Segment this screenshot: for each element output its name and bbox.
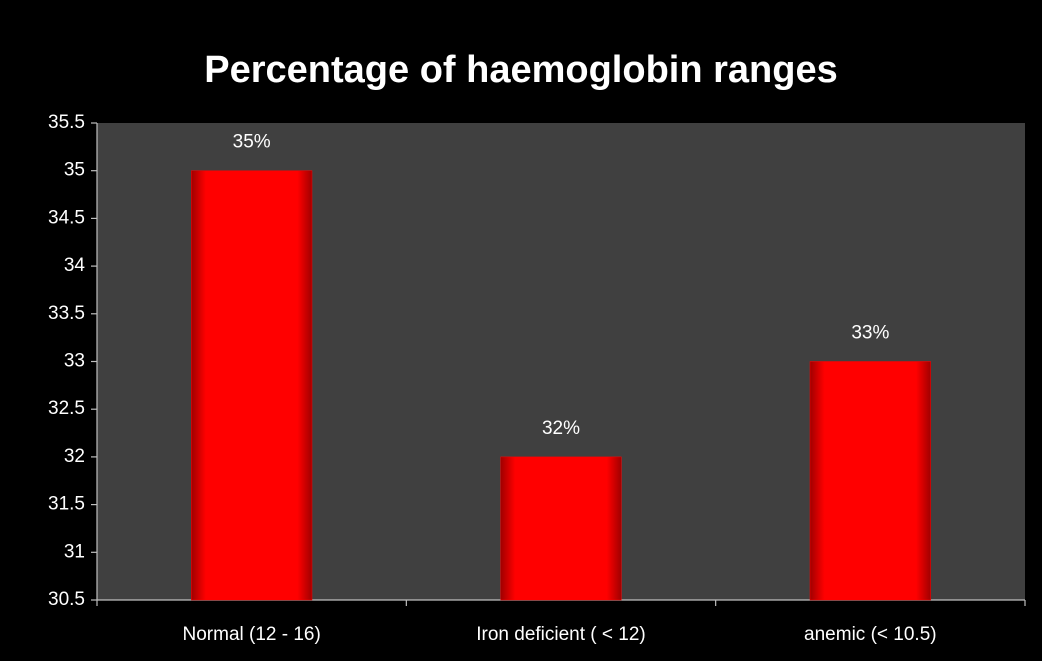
y-tick-label: 31 — [64, 541, 85, 562]
bar — [500, 456, 622, 601]
bar — [809, 361, 931, 601]
y-tick-label: 34 — [64, 255, 86, 276]
y-tick-label: 35.5 — [48, 112, 85, 133]
value-label: 32% — [542, 418, 580, 439]
y-tick-label: 32.5 — [48, 398, 85, 419]
y-tick-label: 33 — [64, 351, 85, 372]
value-label: 33% — [851, 323, 889, 344]
y-tick-label: 31.5 — [48, 494, 85, 515]
x-tick-label: Iron deficient ( < 12) — [476, 624, 646, 645]
value-label: 35% — [233, 132, 271, 153]
x-tick-label: anemic (< 10.5) — [804, 624, 937, 645]
x-tick-label: Normal (12 - 16) — [183, 624, 321, 645]
y-tick-label: 34.5 — [48, 207, 85, 228]
y-tick-label: 33.5 — [48, 303, 85, 324]
bar — [191, 170, 313, 601]
chart-title: Percentage of haemoglobin ranges — [204, 49, 837, 91]
y-tick-label: 35 — [64, 160, 85, 181]
y-tick-label: 32 — [64, 446, 85, 467]
y-tick-label: 30.5 — [48, 589, 85, 610]
